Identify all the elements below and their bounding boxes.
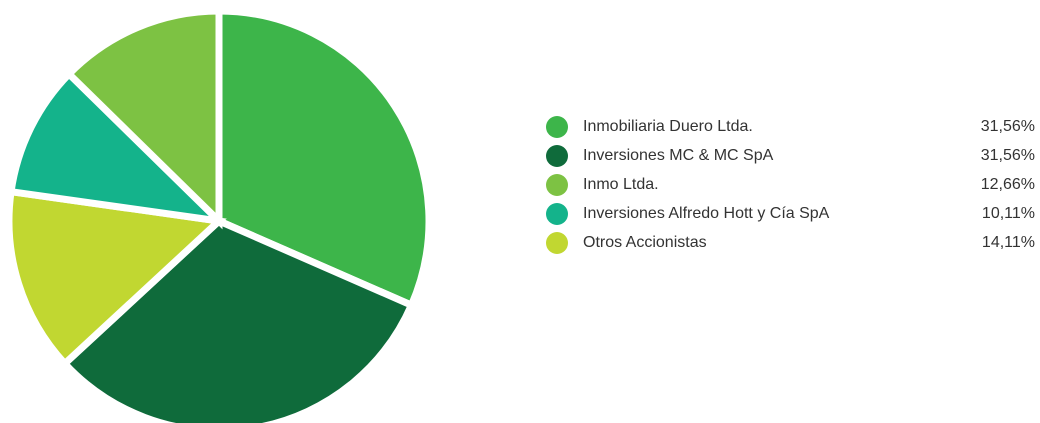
pie-slice <box>215 7 433 310</box>
legend-swatch <box>546 145 568 167</box>
legend-label: Inmobiliaria Duero Ltda. <box>583 118 753 135</box>
legend-label: Otros Accionistas <box>583 234 707 251</box>
legend-value: 10,11% <box>982 205 1035 222</box>
legend-label: Inmo Ltda. <box>583 176 659 193</box>
legend-value: 31,56% <box>981 147 1035 164</box>
pie-slice <box>64 7 223 230</box>
legend-value: 12,66% <box>981 176 1035 193</box>
legend-value: 14,11% <box>982 234 1035 251</box>
legend-swatch <box>546 116 568 138</box>
legend-swatch <box>546 232 568 254</box>
legend-label: Inversiones MC & MC SpA <box>583 147 774 164</box>
legend-value: 31,56% <box>981 118 1035 135</box>
pie-slice <box>5 187 227 369</box>
legend-label: Inversiones Alfredo Hott y Cía SpA <box>583 205 830 222</box>
pie-slice <box>59 216 417 423</box>
legend-swatch <box>546 174 568 196</box>
legend-swatch <box>546 203 568 225</box>
pie-slice <box>7 69 230 226</box>
